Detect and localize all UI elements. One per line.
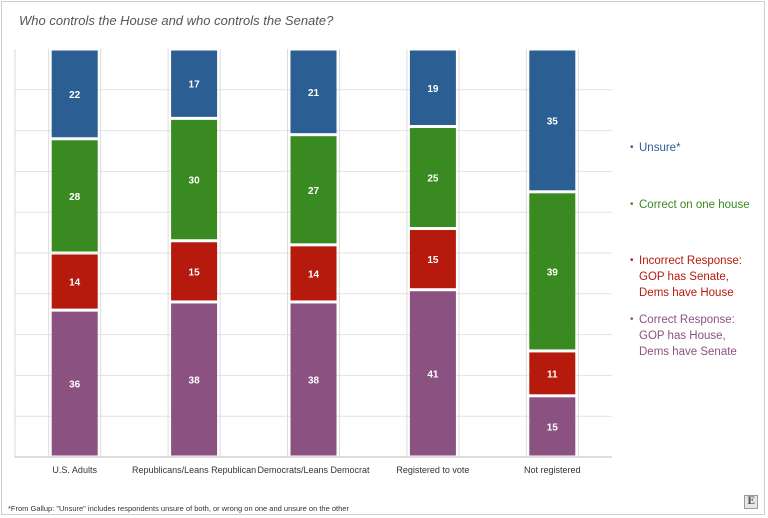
data-label: 27 xyxy=(308,186,320,197)
data-label: 11 xyxy=(547,369,558,380)
bar-segment xyxy=(529,50,576,191)
legend-label: Incorrect Response: GOP has Senate, Dems… xyxy=(639,255,742,299)
publisher-logo-icon: E xyxy=(744,495,758,509)
bar-segment xyxy=(409,50,456,126)
x-tick-label: Not registered xyxy=(524,465,581,475)
legend-bullet-icon: • xyxy=(630,255,634,266)
bar-segment xyxy=(529,397,576,456)
bar-segment xyxy=(529,193,576,350)
x-tick-label: Democrats/Leans Democrat xyxy=(257,465,370,475)
bar-segment xyxy=(409,230,456,289)
data-label: 35 xyxy=(547,116,559,127)
bar-segment xyxy=(290,136,337,244)
legend-item-incorrect: • Incorrect Response: GOP has Senate, De… xyxy=(630,253,757,301)
bar-segment xyxy=(51,50,98,138)
data-label: 41 xyxy=(427,369,439,380)
legend-item-correct: • Correct Response: GOP has House, Dems … xyxy=(630,312,750,360)
legend-label: Unsure* xyxy=(639,142,681,154)
legend-bullet-icon: • xyxy=(630,314,634,325)
bar-segment xyxy=(51,140,98,252)
bar-segment xyxy=(290,303,337,456)
data-label: 15 xyxy=(547,422,559,433)
data-label: 30 xyxy=(189,176,201,187)
bar-segment xyxy=(409,291,456,456)
legend-label: Correct Response: GOP has House, Dems ha… xyxy=(639,314,737,358)
x-tick-label: Registered to vote xyxy=(396,465,469,475)
data-label: 36 xyxy=(69,380,81,391)
legend-label: Correct on one house xyxy=(639,199,750,211)
legend-bullet-icon: • xyxy=(630,199,634,210)
data-label: 38 xyxy=(308,375,320,386)
bar-segment xyxy=(171,303,218,456)
bar-segment xyxy=(51,311,98,456)
bar-segment xyxy=(529,352,576,395)
data-label: 22 xyxy=(69,90,81,101)
data-label: 39 xyxy=(547,267,559,278)
data-label: 19 xyxy=(427,84,439,95)
data-label: 28 xyxy=(69,192,81,203)
chart-title: Who controls the House and who controls … xyxy=(19,13,334,28)
bar-segment xyxy=(171,119,218,240)
data-label: 15 xyxy=(189,267,201,278)
legend-bullet-icon: • xyxy=(630,142,634,153)
legend-item-one-house: • Correct on one house xyxy=(630,197,762,213)
x-tick-label: Republicans/Leans Republican xyxy=(132,465,256,475)
bar-segment xyxy=(171,50,218,117)
bar-segment xyxy=(51,254,98,309)
footnote: *From Gallup: "Unsure" includes responde… xyxy=(8,504,349,513)
data-label: 17 xyxy=(189,80,201,91)
bar-segment xyxy=(290,50,337,134)
bar-segment xyxy=(409,128,456,228)
data-label: 14 xyxy=(308,269,320,280)
data-label: 14 xyxy=(69,278,81,289)
data-label: 25 xyxy=(427,174,439,185)
data-label: 21 xyxy=(308,88,320,99)
bar-segment xyxy=(290,246,337,301)
data-label: 15 xyxy=(427,255,439,266)
legend-item-unsure: • Unsure* xyxy=(630,140,742,156)
bar-segment xyxy=(171,242,218,301)
x-tick-label: U.S. Adults xyxy=(52,465,97,475)
data-label: 38 xyxy=(189,375,201,386)
